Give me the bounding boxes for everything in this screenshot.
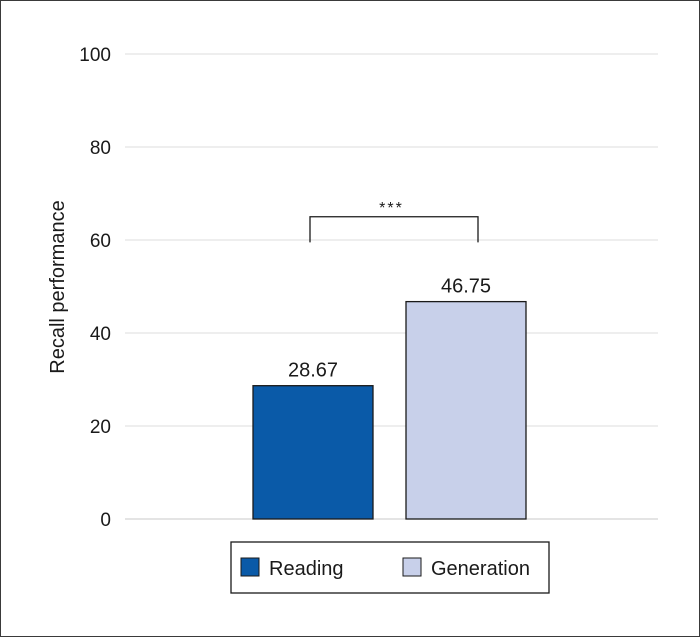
y-tick-label: 80 — [90, 138, 111, 159]
gridlines — [125, 53, 658, 427]
significance-label: *** — [379, 200, 404, 217]
y-tick-label: 0 — [100, 510, 111, 531]
y-tick-label: 20 — [90, 417, 111, 438]
bar-generation — [405, 300, 527, 520]
y-axis-title: Recall performance — [47, 200, 69, 373]
y-tick-label: 40 — [90, 324, 111, 345]
significance-bracket — [309, 216, 479, 243]
legend-label-generation: Generation — [431, 558, 530, 580]
legend-box — [230, 541, 550, 594]
significance-annotation: *** — [309, 200, 479, 243]
bars: 28.67 46.75 — [252, 276, 527, 520]
legend-swatch-reading — [240, 557, 260, 577]
y-axis-ticks: 0 20 40 60 80 100 — [79, 45, 111, 531]
y-tick-label: 60 — [90, 231, 111, 252]
bar-reading — [252, 385, 374, 520]
legend-swatch-generation — [402, 557, 422, 577]
bar-value-label: 28.67 — [288, 360, 338, 382]
bar-value-label: 46.75 — [441, 276, 491, 298]
legend: Reading Generation — [230, 541, 550, 594]
y-tick-label: 100 — [79, 45, 111, 66]
legend-label-reading: Reading — [269, 558, 344, 580]
